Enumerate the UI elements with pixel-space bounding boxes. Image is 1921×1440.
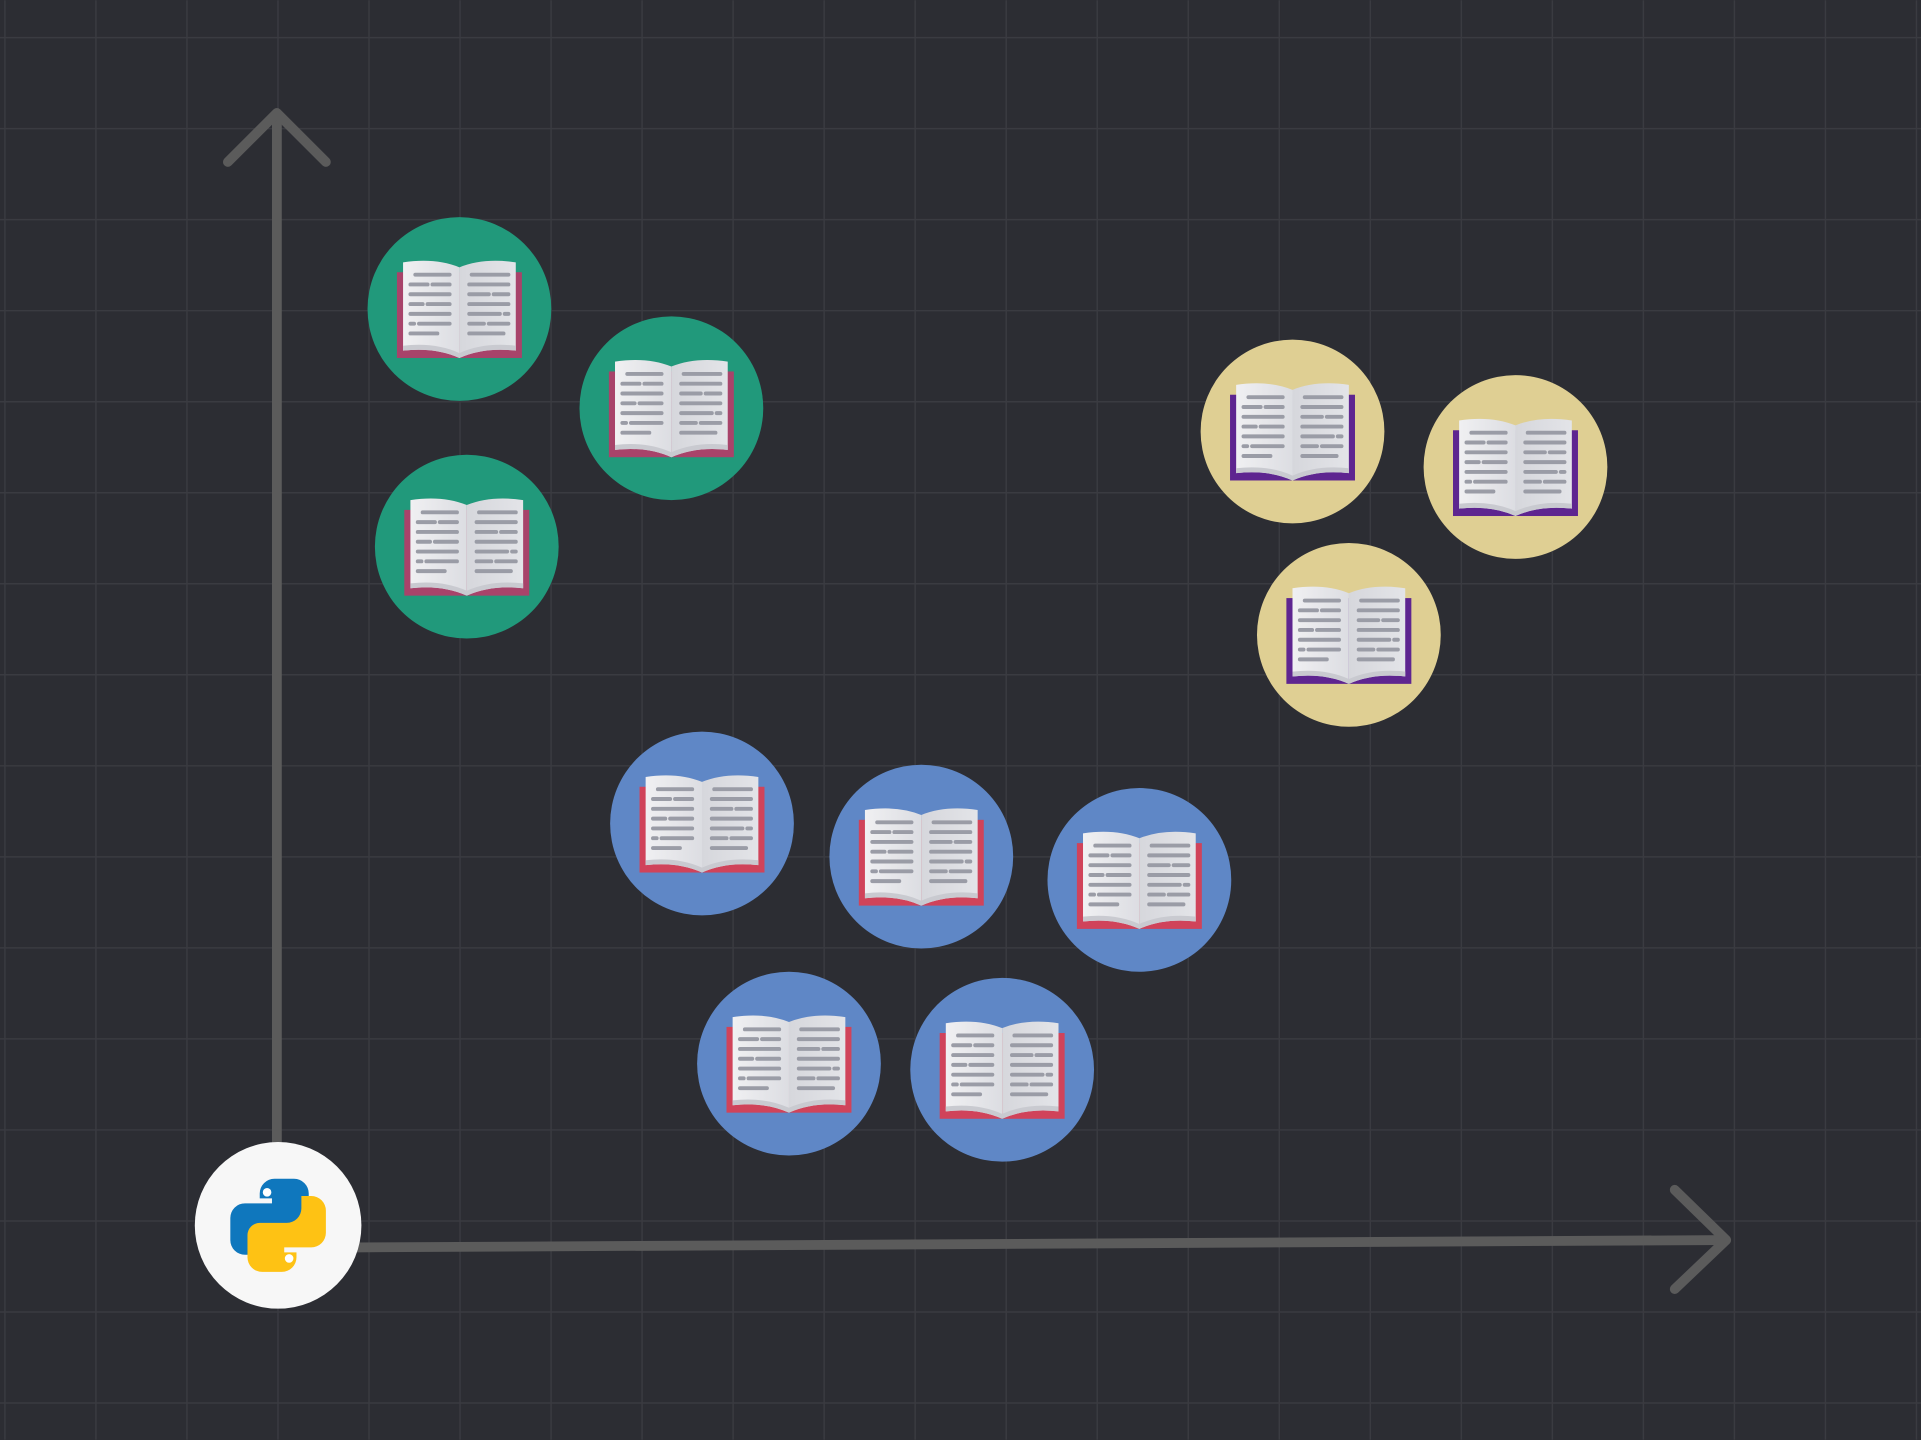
open-book-icon [1076, 831, 1202, 929]
open-book-icon [726, 1015, 852, 1113]
x-axis [350, 1235, 1730, 1253]
y-axis-arrowhead [222, 108, 331, 167]
x-axis-arrowhead [1669, 1184, 1732, 1294]
book-node [1047, 787, 1232, 972]
book-node [829, 764, 1014, 949]
open-book-icon [1286, 586, 1412, 684]
book-nodes [367, 217, 1608, 1162]
open-book-icon [1453, 418, 1578, 517]
open-book-icon [639, 775, 765, 873]
book-node [374, 454, 559, 639]
book-node [1256, 542, 1441, 727]
open-book-icon [939, 1021, 1065, 1119]
book-node [579, 316, 764, 501]
cluster-3 [610, 731, 1232, 1162]
python-origin-node [194, 1142, 362, 1309]
cluster-2 [1200, 339, 1608, 727]
open-book-icon [404, 498, 530, 596]
book-node [610, 731, 794, 916]
book-node [1423, 375, 1608, 559]
python-logo-icon [230, 1178, 326, 1272]
axes [222, 108, 1732, 1294]
open-book-icon [608, 360, 734, 458]
book-node [910, 977, 1095, 1162]
book-node [697, 971, 881, 1156]
open-book-icon [1230, 383, 1355, 481]
open-book-icon [396, 260, 522, 358]
book-node [367, 217, 552, 401]
open-book-icon [858, 808, 984, 906]
book-node [1200, 339, 1385, 524]
cluster-1 [367, 217, 764, 639]
